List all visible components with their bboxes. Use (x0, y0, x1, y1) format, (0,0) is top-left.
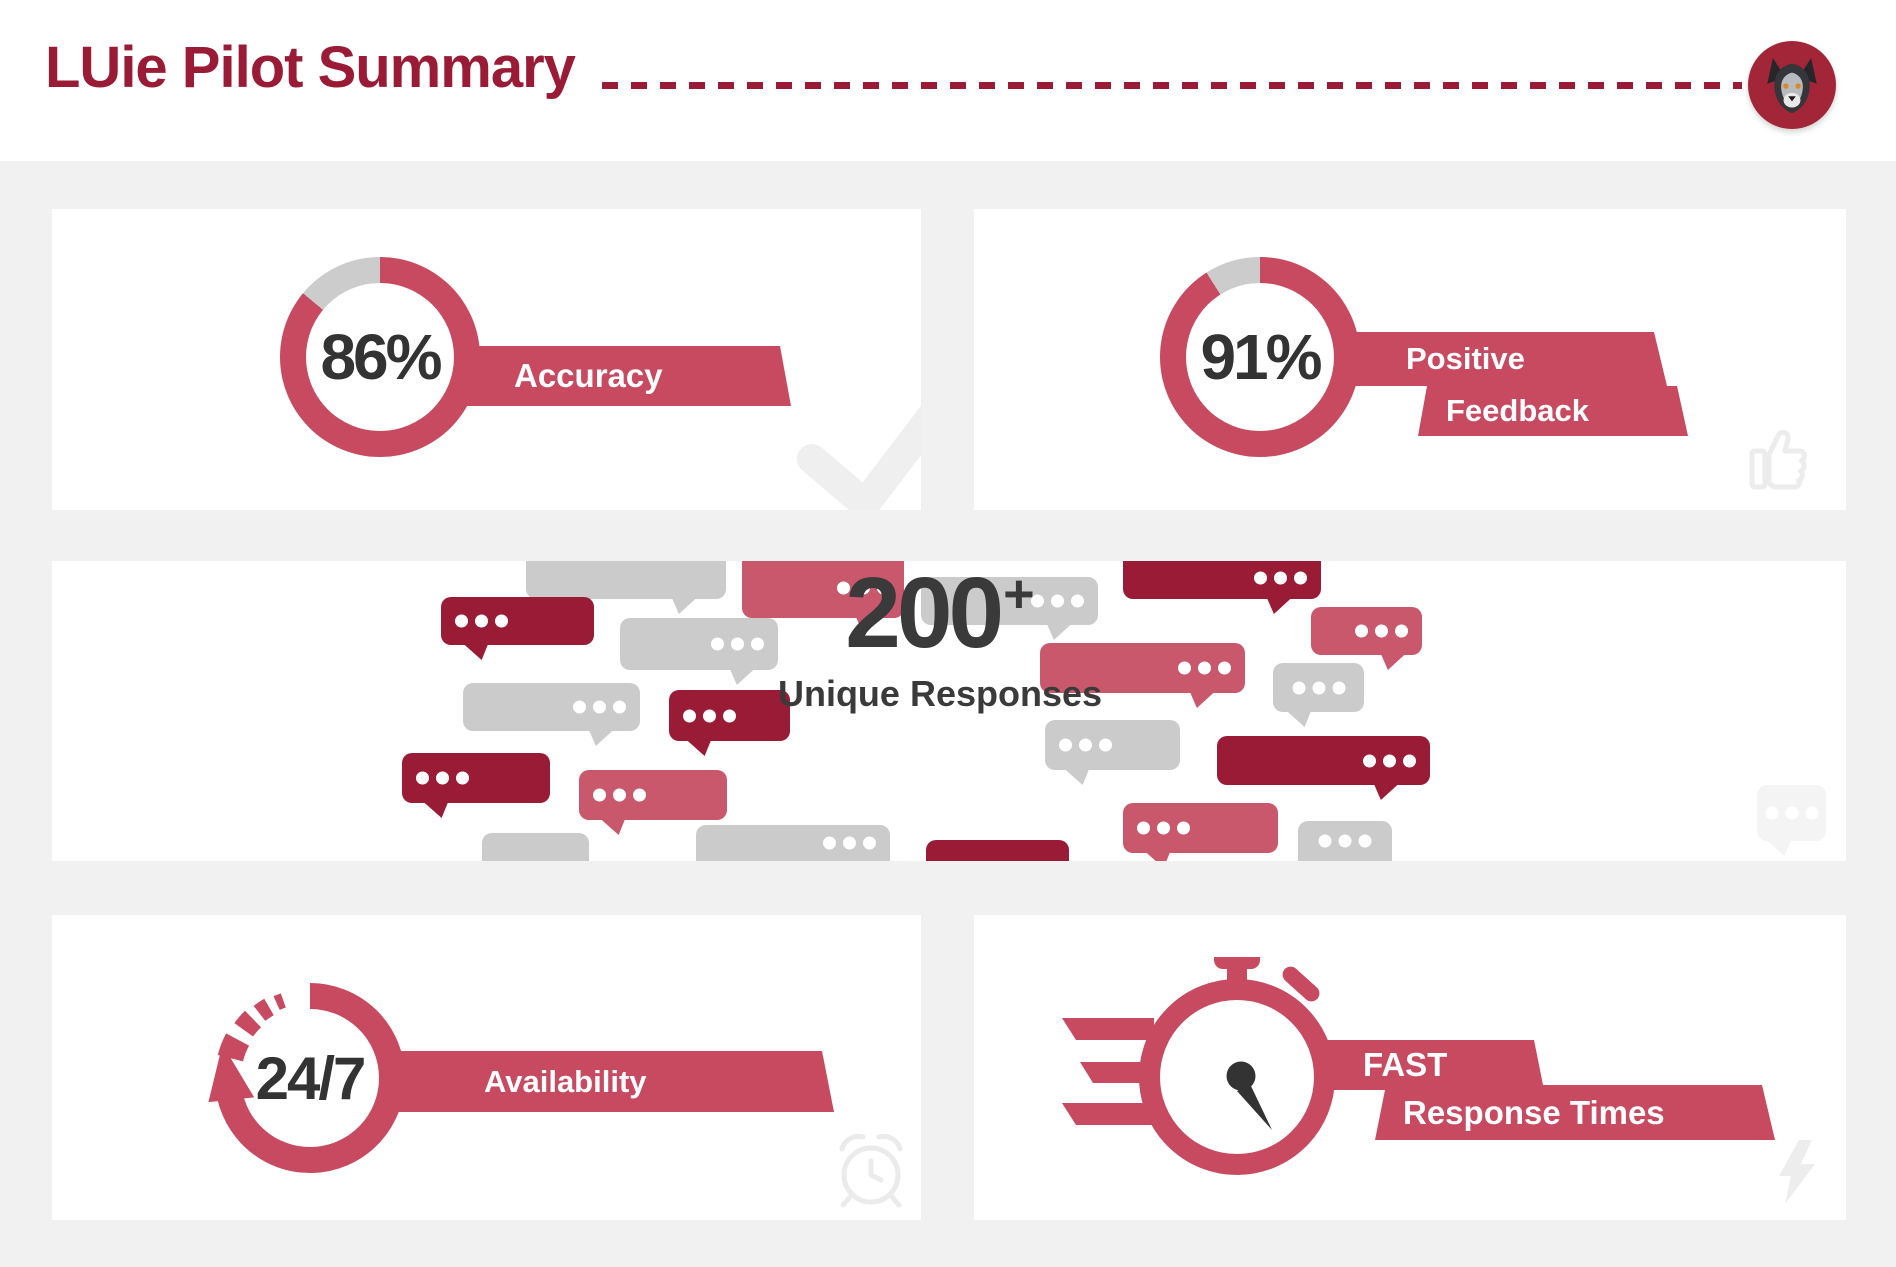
chat-bubble-icon (669, 690, 790, 741)
responses-label: Unique Responses (777, 673, 1103, 714)
chat-bubble-icon (1123, 561, 1321, 599)
responses-stat: 200 + (810, 563, 1070, 663)
availability-card: Availability 24/7 (52, 915, 921, 1220)
unique-responses-band: 200 + Unique Responses (52, 561, 1846, 861)
feedback-ribbon-line1: Positive (1324, 332, 1667, 386)
positive-feedback-card: Positive Feedback 91% (974, 209, 1846, 510)
chat-bubble-icon (463, 683, 640, 731)
thumbs-up-icon (1749, 429, 1807, 490)
chat-bubble-icon (921, 577, 1098, 625)
chat-bubble-icon (402, 753, 550, 803)
page-title: LUie Pilot Summary (45, 35, 576, 100)
feedback-label-line1: Positive (1406, 341, 1525, 376)
speed-line-icon (1062, 1018, 1154, 1040)
feedback-ribbon-line2: Feedback (1418, 386, 1688, 436)
accuracy-card: Accuracy 86% (52, 209, 921, 510)
speed-label-line1: FAST (1363, 1046, 1448, 1083)
responses-plus: + (1003, 564, 1035, 624)
chat-bubble-icon (1311, 607, 1422, 655)
checkmark-icon (797, 405, 921, 510)
availability-label: Availability (484, 1064, 647, 1099)
chat-bubble-icon (482, 833, 589, 861)
chat-bubble-icon (1217, 736, 1430, 785)
chat-bubble-icon (1040, 643, 1245, 693)
availability-cycle-icon (208, 983, 405, 1173)
accuracy-ribbon: Accuracy (452, 346, 791, 406)
speed-ribbon-line1: FAST (1304, 1040, 1544, 1090)
chat-bubble-icon (926, 840, 1069, 861)
feedback-value: 91% (1200, 321, 1322, 393)
speed-ribbon-line2: Response Times (1375, 1085, 1775, 1140)
chat-bubble-icon (1757, 785, 1826, 841)
responses-value: 200 (845, 561, 1004, 669)
header: LUie Pilot Summary (0, 0, 1896, 161)
chat-bubble-icon (441, 597, 594, 645)
feedback-donut-chart: 91% (1160, 257, 1360, 457)
chat-bubble-icon (579, 770, 727, 820)
chat-bubble-icon (620, 618, 778, 670)
accuracy-donut-chart: 86% (280, 257, 480, 457)
lightning-bolt-icon (1779, 1140, 1815, 1204)
alarm-clock-icon (839, 1133, 903, 1208)
chat-bubble-icon (1045, 720, 1180, 770)
chat-bubble-icon (1298, 821, 1392, 861)
dashed-divider (602, 82, 1742, 89)
speed-line-icon (1080, 1062, 1154, 1083)
feedback-label-line2: Feedback (1446, 393, 1590, 428)
chat-bubble-icon (696, 825, 890, 861)
chat-bubble-icon (526, 561, 726, 599)
availability-value: 24/7 (255, 1044, 367, 1112)
speed-line-icon (1062, 1103, 1154, 1125)
response-times-card: FAST Response Times (974, 915, 1846, 1220)
chat-bubble-icon (1273, 663, 1364, 712)
availability-ribbon: Availability (387, 1051, 834, 1112)
accuracy-label: Accuracy (514, 357, 663, 394)
chat-bubble-icon (1123, 803, 1278, 853)
chat-bubble-icon (742, 561, 904, 618)
wolf-mascot-icon (1748, 41, 1836, 129)
stopwatch-icon (1139, 957, 1335, 1175)
speed-label-line2: Response Times (1403, 1094, 1665, 1131)
accuracy-value: 86% (320, 321, 442, 393)
